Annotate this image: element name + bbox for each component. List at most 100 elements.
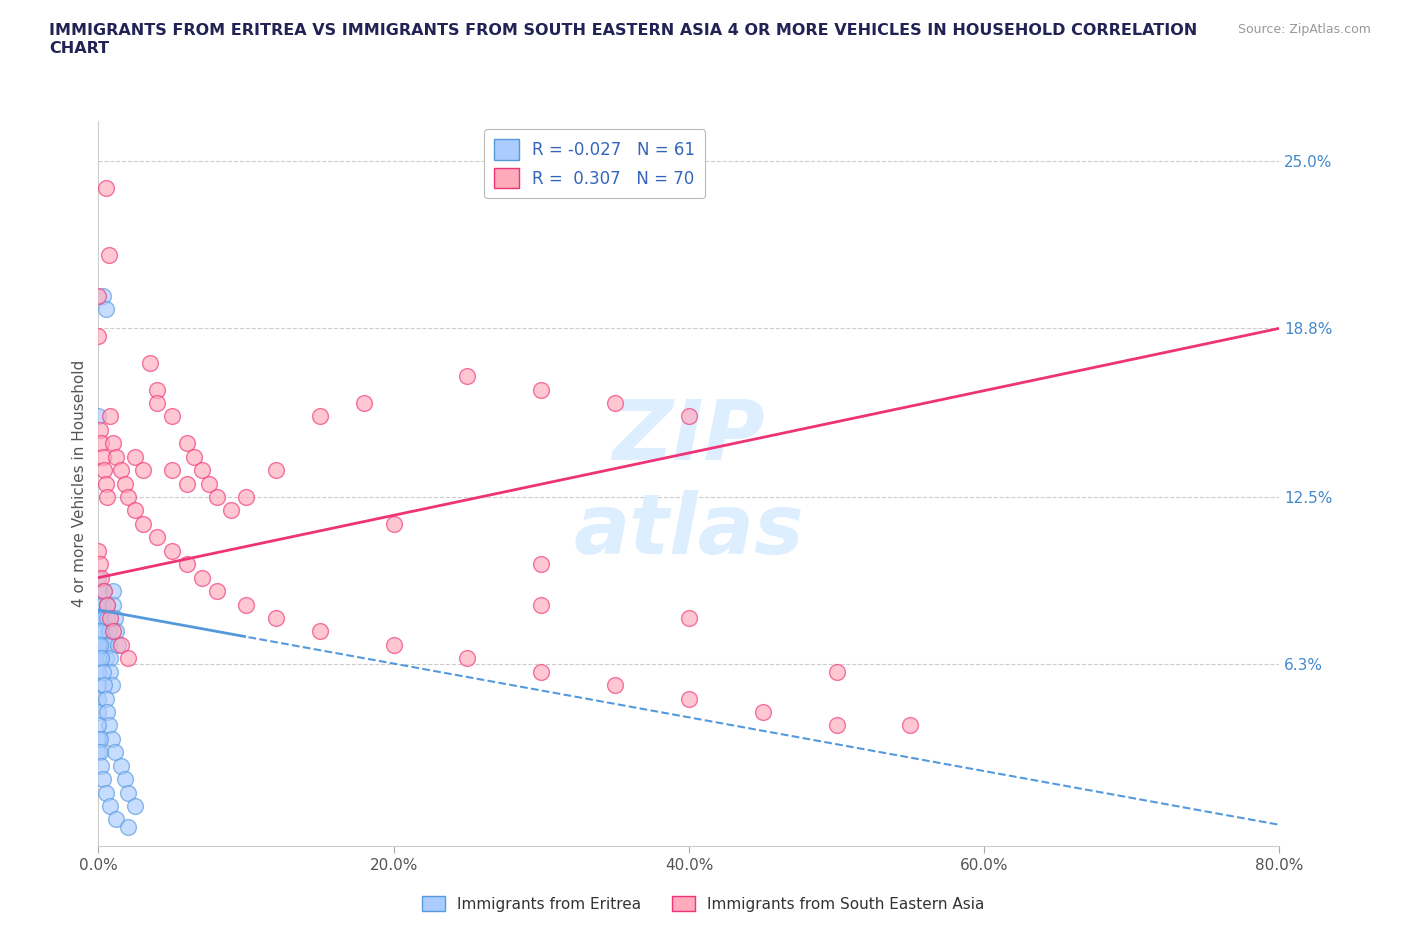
Point [87, 328, 110, 343]
Point [87, 745, 110, 760]
Point [104, 745, 127, 760]
Point [678, 691, 700, 706]
Point [825, 718, 848, 733]
Point [87, 718, 110, 733]
Point [162, 409, 183, 424]
Point [90, 651, 112, 666]
Point [191, 463, 214, 478]
Point [87, 678, 110, 693]
Point [530, 664, 553, 679]
Point [162, 543, 183, 558]
Point [124, 449, 146, 464]
Point [87, 637, 110, 652]
Point [309, 409, 332, 424]
Point [89, 637, 111, 652]
Point [221, 503, 243, 518]
Point [91, 664, 114, 679]
Point [107, 637, 129, 652]
Point [205, 584, 228, 599]
Point [97, 624, 120, 639]
Point [89, 584, 111, 599]
Point [114, 476, 136, 491]
Point [93, 610, 115, 625]
Point [93, 678, 115, 693]
Point [100, 731, 122, 746]
Point [457, 368, 479, 383]
Point [825, 664, 848, 679]
Point [752, 705, 775, 720]
Legend: Immigrants from Eritrea, Immigrants from South Eastern Asia: Immigrants from Eritrea, Immigrants from… [416, 889, 990, 918]
Point [96, 610, 118, 625]
Point [103, 624, 125, 639]
Point [90, 637, 112, 652]
Point [91, 772, 114, 787]
Point [139, 355, 162, 370]
Point [176, 436, 198, 451]
Point [90, 651, 112, 666]
Point [89, 731, 111, 746]
Point [94, 637, 117, 652]
Point [89, 610, 111, 625]
Point [110, 637, 132, 652]
Point [94, 691, 117, 706]
Point [124, 799, 146, 814]
Point [146, 530, 169, 545]
Point [105, 812, 128, 827]
Point [103, 597, 125, 612]
Point [90, 758, 112, 773]
Point [117, 489, 139, 504]
Point [87, 597, 110, 612]
Point [87, 543, 110, 558]
Point [87, 691, 110, 706]
Point [530, 557, 553, 572]
Point [93, 463, 115, 478]
Point [97, 247, 120, 262]
Point [264, 610, 287, 625]
Point [104, 610, 127, 625]
Point [117, 820, 139, 835]
Point [89, 557, 111, 572]
Point [530, 382, 553, 397]
Point [97, 637, 120, 652]
Point [900, 718, 922, 733]
Point [176, 557, 198, 572]
Point [235, 597, 257, 612]
Point [309, 624, 332, 639]
Point [103, 584, 125, 599]
Point [91, 597, 114, 612]
Point [91, 288, 114, 303]
Point [98, 409, 121, 424]
Point [89, 745, 111, 760]
Point [205, 489, 228, 504]
Point [91, 584, 114, 599]
Point [117, 785, 139, 800]
Point [94, 476, 117, 491]
Point [94, 301, 117, 316]
Point [90, 624, 112, 639]
Point [124, 503, 146, 518]
Point [97, 718, 120, 733]
Point [94, 785, 117, 800]
Point [132, 516, 155, 531]
Text: IMMIGRANTS FROM ERITREA VS IMMIGRANTS FROM SOUTH EASTERN ASIA 4 OR MORE VEHICLES: IMMIGRANTS FROM ERITREA VS IMMIGRANTS FR… [49, 23, 1198, 56]
Point [110, 463, 132, 478]
Point [89, 597, 111, 612]
Y-axis label: 4 or more Vehicles in Household: 4 or more Vehicles in Household [72, 360, 87, 607]
Point [96, 489, 118, 504]
Point [530, 597, 553, 612]
Point [105, 624, 128, 639]
Point [198, 476, 221, 491]
Point [94, 651, 117, 666]
Point [87, 651, 110, 666]
Point [382, 516, 405, 531]
Point [110, 758, 132, 773]
Point [98, 610, 121, 625]
Point [87, 731, 110, 746]
Point [678, 409, 700, 424]
Point [605, 395, 627, 410]
Point [264, 463, 287, 478]
Point [146, 382, 169, 397]
Point [87, 610, 110, 625]
Point [183, 449, 205, 464]
Point [235, 489, 257, 504]
